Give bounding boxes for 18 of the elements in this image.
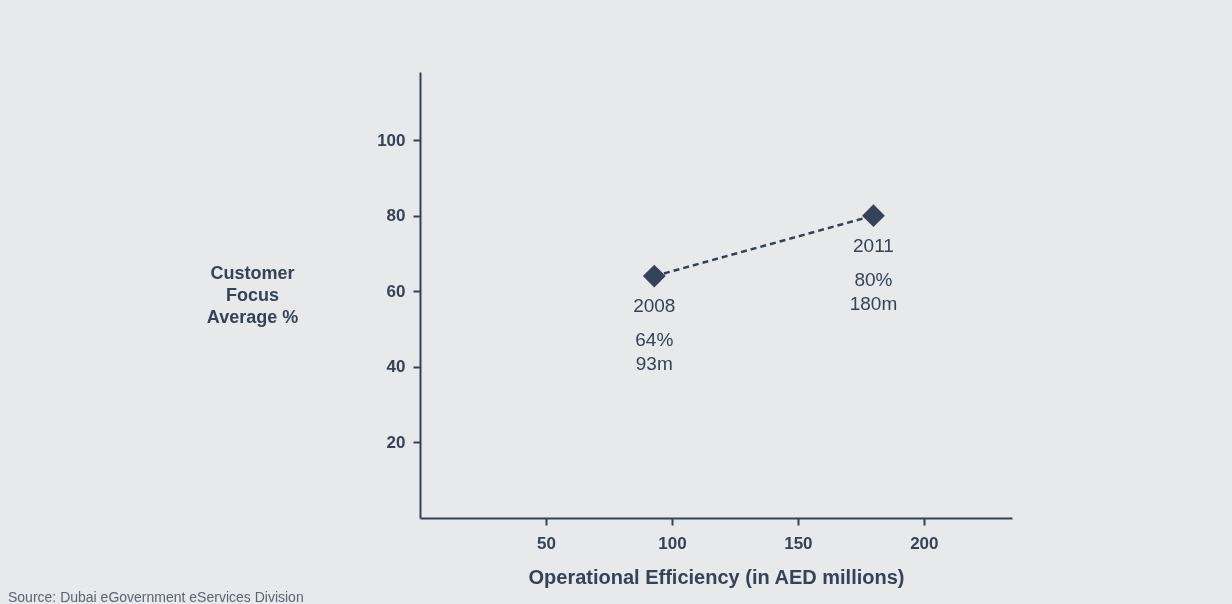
annotation: 2008 bbox=[633, 295, 676, 317]
x-axis-title: Operational Efficiency (in AED millions) bbox=[528, 565, 905, 588]
annotation: 80% bbox=[854, 268, 893, 290]
source-note: Source: Dubai eGovernment eServices Division bbox=[8, 589, 304, 604]
y-tick-label: 60 bbox=[386, 281, 406, 301]
y-axis-title: Customer Focus Average % bbox=[206, 262, 299, 327]
x-tick-label: 100 bbox=[658, 533, 687, 553]
x-tick-label: 150 bbox=[784, 533, 813, 553]
y-tick-label: 40 bbox=[386, 357, 406, 377]
annotation: 64% bbox=[635, 329, 674, 351]
annotation: 93m bbox=[635, 353, 673, 375]
y-tick-label: 100 bbox=[377, 130, 406, 150]
annotation: 180m bbox=[849, 292, 898, 314]
y-tick-label: 80 bbox=[386, 206, 406, 226]
x-tick-label: 50 bbox=[537, 533, 556, 553]
y-tick-label: 20 bbox=[386, 432, 406, 452]
annotation: 2011 bbox=[853, 234, 894, 256]
x-tick-label: 200 bbox=[910, 533, 939, 553]
